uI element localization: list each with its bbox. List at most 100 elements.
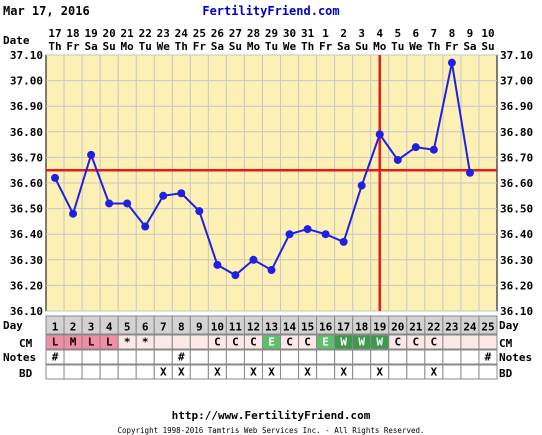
- cm-label: *: [142, 336, 149, 349]
- cm-label: C: [413, 336, 420, 349]
- day-number: 14: [283, 321, 297, 334]
- notes-cell: [81, 349, 101, 365]
- notes-cell: [207, 349, 227, 365]
- temperature-point: [123, 199, 132, 208]
- weekday-label: Fr: [193, 40, 207, 53]
- day-number: 13: [265, 321, 278, 334]
- y-tick-label: 36.80: [10, 126, 43, 139]
- notes-cell: [117, 349, 137, 365]
- bd-mark: X: [431, 366, 438, 379]
- notes-cell: [63, 349, 83, 365]
- date-label: 4: [376, 27, 383, 40]
- notes-cell: [280, 349, 300, 365]
- temperature-point: [249, 255, 258, 264]
- cm-label: C: [286, 336, 293, 349]
- bd-cell: [225, 364, 245, 380]
- y-tick-label: 36.50: [10, 203, 43, 216]
- date-row-label: Date: [3, 34, 30, 47]
- site-title: FertilityFriend.com: [202, 4, 339, 18]
- temperature-point: [177, 189, 186, 198]
- temperature-point: [141, 222, 150, 231]
- day-cell: [478, 315, 498, 335]
- date-label: 5: [394, 27, 401, 40]
- weekday-label: Tu: [265, 40, 278, 53]
- notes-cell: [261, 349, 282, 365]
- weekday-label: Sa: [337, 40, 350, 53]
- notes-cell: [153, 349, 173, 365]
- date-label: 9: [467, 27, 474, 40]
- temperature-point: [429, 145, 438, 154]
- y-tick-label-right: 36.20: [500, 279, 533, 292]
- weekday-label: Mo: [121, 40, 135, 53]
- bd-row-label-right: BD: [499, 367, 513, 380]
- temperature-point: [411, 143, 420, 152]
- cm-label: C: [394, 336, 401, 349]
- cm-label: E: [322, 336, 329, 349]
- date-label: 18: [66, 27, 79, 40]
- notes-cell: [298, 349, 318, 365]
- notes-row-label-right: Notes: [499, 351, 532, 364]
- cm-label: W: [340, 336, 347, 349]
- notes-cell: [243, 349, 263, 365]
- temperature-point: [375, 130, 384, 139]
- weekday-label: Th: [48, 40, 61, 53]
- y-tick-label: 36.40: [10, 228, 43, 241]
- notes-mark: #: [52, 351, 59, 364]
- bd-mark: X: [214, 366, 221, 379]
- weekday-label: Th: [427, 40, 440, 53]
- bd-cell: [63, 364, 83, 380]
- y-tick-label-right: 36.80: [500, 126, 533, 139]
- day-number: 15: [301, 321, 314, 334]
- notes-cell: [370, 349, 390, 365]
- cm-cell: [153, 334, 173, 350]
- y-tick-label-right: 36.50: [500, 203, 533, 216]
- cm-label: *: [124, 336, 131, 349]
- day-number: 11: [229, 321, 243, 334]
- cm-label: W: [358, 336, 365, 349]
- temperature-point: [357, 181, 366, 190]
- day-row-label: Day: [3, 319, 23, 332]
- temperature-point: [303, 225, 312, 234]
- temperature-point: [393, 155, 402, 164]
- date-label: 30: [283, 27, 296, 40]
- weekday-label: Mo: [247, 40, 261, 53]
- day-number: 21: [409, 321, 423, 334]
- temperature-point: [339, 237, 348, 246]
- y-tick-label-right: 36.70: [500, 151, 533, 164]
- y-tick-label-right: 36.30: [500, 254, 533, 267]
- temperature-point: [285, 230, 294, 239]
- notes-cell: [406, 349, 426, 365]
- cm-label: C: [232, 336, 239, 349]
- day-number: 4: [106, 321, 113, 334]
- cm-cell: [460, 334, 480, 350]
- chart-date: Mar 17, 2016: [3, 4, 90, 18]
- y-tick-label-right: 36.90: [500, 100, 533, 113]
- notes-cell: [460, 349, 480, 365]
- footer-url: http://www.FertilityFriend.com: [172, 409, 371, 422]
- date-label: 21: [121, 27, 135, 40]
- weekday-label: Su: [229, 40, 242, 53]
- date-label: 19: [84, 27, 97, 40]
- day-number: 16: [319, 321, 333, 334]
- day-number: 10: [211, 321, 224, 334]
- cm-cell: [189, 334, 209, 350]
- day-number: 3: [88, 321, 95, 334]
- cm-label: L: [106, 336, 113, 349]
- bd-mark: X: [160, 366, 167, 379]
- bd-cell: [45, 364, 65, 380]
- day-number: 17: [337, 321, 350, 334]
- cm-cell: [478, 334, 498, 350]
- temperature-point: [159, 191, 168, 200]
- y-tick-label-right: 36.40: [500, 228, 533, 241]
- weekday-label: Fr: [66, 40, 80, 53]
- date-label: 20: [103, 27, 116, 40]
- day-number: 9: [196, 321, 203, 334]
- day-number: 7: [160, 321, 167, 334]
- date-label: 29: [265, 27, 278, 40]
- footer-copyright: Copyright 1998-2016 Tamtris Web Services…: [117, 426, 424, 435]
- bd-cell: [406, 364, 426, 380]
- notes-cell: [352, 349, 372, 365]
- bd-mark: X: [376, 366, 383, 379]
- notes-cell: [189, 349, 209, 365]
- temperature-point: [465, 168, 474, 177]
